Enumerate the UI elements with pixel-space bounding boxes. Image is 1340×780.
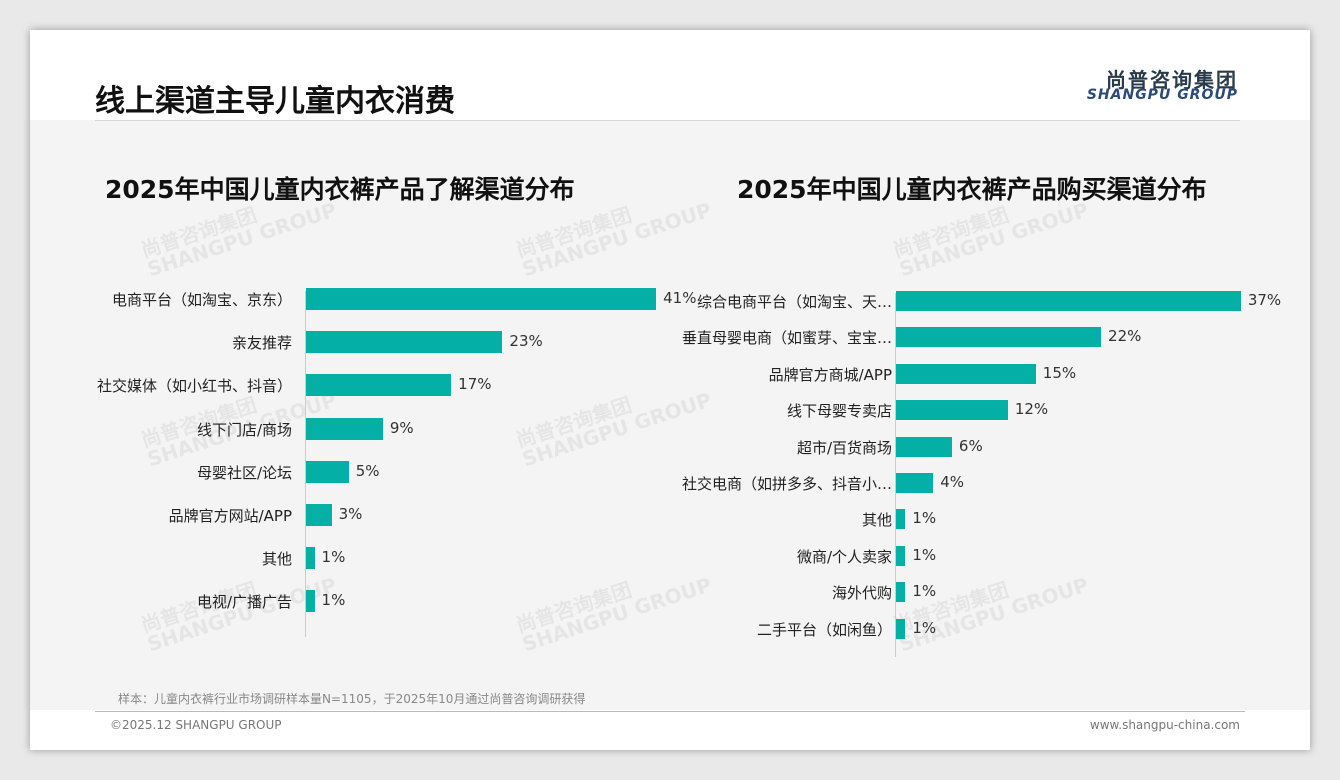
bar <box>306 460 349 483</box>
category-label: 线下母婴专卖店 <box>786 402 892 421</box>
page-title: 线上渠道主导儿童内衣消费 <box>95 84 455 119</box>
category-label: 品牌官方商城/APP <box>768 365 892 384</box>
data-label: 15% <box>1042 363 1077 382</box>
data-label: 1% <box>321 591 346 610</box>
bar <box>896 363 1036 384</box>
category-label: 超市/百货商场 <box>796 438 892 457</box>
data-label: 1% <box>912 545 937 564</box>
bar <box>896 436 952 457</box>
data-label: 37% <box>1247 291 1282 309</box>
category-label: 亲友推荐 <box>231 334 292 353</box>
data-label: 1% <box>912 582 937 601</box>
bar <box>896 509 906 530</box>
category-label: 其他 <box>261 550 292 569</box>
category-label: 垂直母婴电商（如蜜芽、宝宝… <box>681 329 892 348</box>
data-label: 6% <box>958 436 983 455</box>
content-background <box>30 120 1310 710</box>
data-label: 41% <box>663 289 697 307</box>
bar <box>896 291 1241 311</box>
category-label: 品牌官方网站/APP <box>168 507 292 525</box>
website-link[interactable]: www.shangpu-china.com <box>1089 718 1240 732</box>
data-label: 4% <box>940 473 965 491</box>
category-label: 电视/广播广告 <box>196 593 292 612</box>
category-label: 微商/个人卖家 <box>796 547 892 566</box>
data-label: 12% <box>1014 400 1049 419</box>
category-label: 综合电商平台（如淘宝、天… <box>696 293 892 311</box>
slide: 线上渠道主导儿童内衣消费 尚普咨询集团 SHANGPU GROUP 2025年中… <box>30 30 1310 750</box>
footer-divider <box>95 711 1245 712</box>
category-label: 社交媒体（如小红书、抖音） <box>96 377 292 396</box>
copyright: ©2025.12 SHANGPU GROUP <box>110 718 282 732</box>
bar <box>896 400 1008 421</box>
chart-axis <box>305 291 306 637</box>
bar <box>306 417 383 440</box>
bar <box>896 582 906 603</box>
data-label: 1% <box>912 509 937 528</box>
data-label: 17% <box>458 375 492 394</box>
category-label: 二手平台（如闲鱼） <box>756 620 892 639</box>
category-label: 其他 <box>861 511 892 530</box>
data-label: 3% <box>338 505 363 523</box>
chart-title-left: 2025年中国儿童内衣裤产品了解渠道分布 <box>105 175 575 204</box>
bar <box>896 473 934 493</box>
header-divider <box>95 120 1240 121</box>
data-label: 23% <box>509 332 543 351</box>
bar <box>306 504 332 526</box>
data-label: 9% <box>389 418 414 437</box>
logo-text-en: SHANGPU GROUP <box>1086 87 1238 103</box>
category-label: 电商平台（如淘宝、京东） <box>111 291 292 309</box>
data-label: 5% <box>355 461 380 480</box>
sample-note: 样本：儿童内衣裤行业市场调研样本量N=1105，于2025年10月通过尚普咨询调… <box>118 692 586 706</box>
bar <box>306 590 315 613</box>
chart-title-right: 2025年中国儿童内衣裤产品购买渠道分布 <box>737 175 1207 204</box>
data-label: 1% <box>321 548 346 567</box>
chart-axis <box>895 293 896 657</box>
bar <box>896 618 906 639</box>
category-label: 社交电商（如拼多多、抖音小… <box>681 475 892 493</box>
bar <box>306 374 452 397</box>
data-label: 22% <box>1108 327 1142 346</box>
bar <box>306 547 315 570</box>
data-label: 1% <box>912 618 937 637</box>
logo-text-cn: 尚普咨询集团 <box>1106 68 1238 92</box>
bar <box>306 331 503 354</box>
category-label: 母婴社区/论坛 <box>196 463 292 482</box>
category-label: 线下门店/商场 <box>196 420 292 439</box>
bar <box>896 327 1102 348</box>
category-label: 海外代购 <box>831 584 892 603</box>
bar <box>306 288 657 310</box>
bar <box>896 545 906 566</box>
